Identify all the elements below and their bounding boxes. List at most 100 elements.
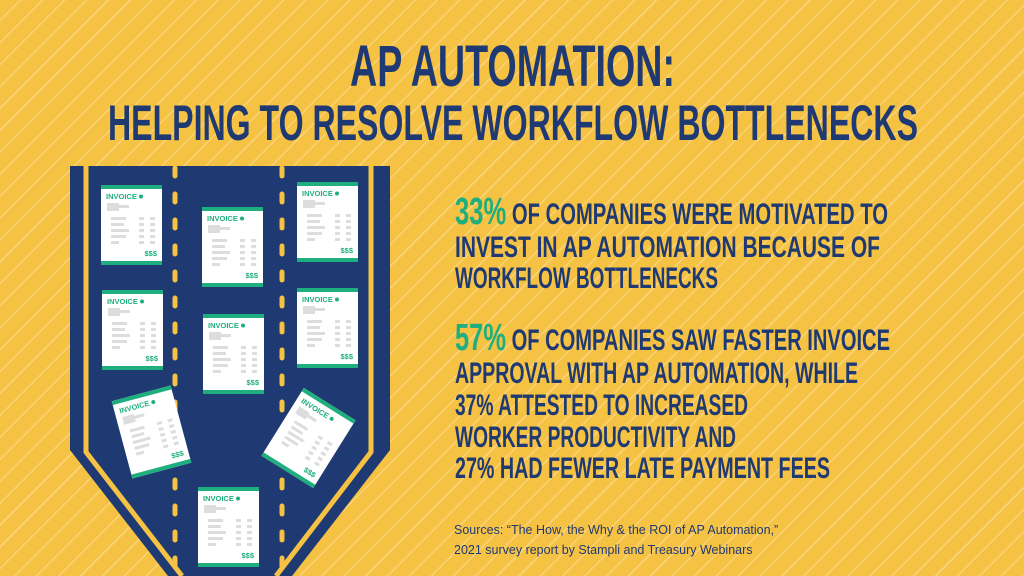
invoice-line (307, 338, 322, 341)
invoice-cell (236, 537, 241, 540)
invoice-line (111, 235, 126, 238)
invoice-line (111, 223, 124, 226)
invoice-line (307, 326, 320, 329)
invoice-line (212, 257, 227, 260)
invoice-logo-placeholder (108, 308, 120, 316)
invoice-line (221, 334, 231, 337)
stat-line: 27% HAD FEWER LATE PAYMENT FEES (455, 452, 830, 485)
invoice-cell (335, 226, 340, 229)
invoice-cell (150, 217, 155, 220)
invoice-cell (346, 220, 351, 223)
invoice-line (208, 519, 223, 522)
invoice-cell (335, 326, 340, 329)
invoice-line (129, 425, 145, 433)
invoice-cell (346, 332, 351, 335)
invoice-line (120, 310, 130, 313)
invoice-logo-placeholder (107, 203, 119, 211)
invoice-cell (170, 429, 177, 434)
invoice-line (134, 443, 150, 450)
stat-motivation: 33% OF COMPANIES WERE MOTIVATED TO INVES… (455, 191, 888, 295)
invoice-cell (139, 241, 144, 244)
invoice-amount: $$$ (144, 249, 157, 258)
invoice-top-band (101, 185, 162, 189)
invoice-logo-placeholder (208, 225, 220, 233)
invoice-line (112, 340, 127, 343)
invoice-cell (158, 426, 164, 432)
invoice-cell (156, 421, 163, 426)
invoice-bottom-band (102, 366, 163, 370)
invoice-top-band (203, 314, 264, 318)
invoice-cell (335, 238, 340, 241)
invoice-cell (320, 451, 327, 457)
invoice-amount: $$$ (241, 551, 254, 560)
invoice-cell (314, 461, 320, 467)
invoice-top-band (111, 385, 172, 406)
invoice-label: INVOICE (302, 189, 333, 198)
invoice-cell (140, 340, 145, 343)
invoice-bottom-band (101, 261, 162, 265)
invoice-cell (139, 223, 144, 226)
invoice-line (213, 370, 221, 373)
invoice-bottom-band (297, 364, 358, 368)
invoice-line (135, 450, 145, 456)
invoice-cell (251, 263, 256, 266)
invoice-cell (241, 364, 246, 367)
invoice-document: INVOICE$$$ (203, 314, 264, 394)
invoice-line (212, 251, 230, 254)
invoice-cell (335, 214, 340, 217)
invoice-bottom-band (297, 258, 358, 262)
road-edge-left (83, 166, 184, 576)
invoice-dot-icon (241, 323, 245, 328)
invoice-cell (251, 251, 256, 254)
invoice-cell (240, 251, 245, 254)
invoice-line (208, 543, 216, 546)
invoice-line (281, 440, 290, 448)
invoice-cell (335, 220, 340, 223)
invoice-cell (304, 455, 311, 461)
stat-line: WORKER PRODUCTIVITY AND (455, 421, 736, 454)
invoice-line (307, 238, 315, 241)
invoice-cell (240, 263, 245, 266)
invoice-dot-icon (139, 194, 143, 199)
invoice-cell (311, 445, 317, 451)
invoice-line (131, 432, 145, 439)
invoice-line (111, 217, 126, 220)
invoice-cell (140, 328, 145, 331)
invoice-bottom-band (261, 452, 316, 489)
invoice-dot-icon (335, 297, 339, 302)
invoice-cell (151, 346, 156, 349)
invoice-line (112, 346, 120, 349)
invoice-document: INVOICE$$$ (111, 385, 192, 479)
invoice-dot-icon (335, 191, 339, 196)
invoice-dot-icon (140, 299, 144, 304)
invoice-line (315, 202, 325, 205)
invoice-cell (236, 525, 241, 528)
invoice-top-band (297, 182, 358, 186)
invoice-cell (241, 370, 246, 373)
title-line-2: HELPING TO RESOLVE WORKFLOW BOTTLENECKS (108, 95, 918, 151)
invoice-cell (140, 322, 145, 325)
invoice-cell (251, 239, 256, 242)
invoice-dot-icon (151, 400, 156, 405)
stat-percent: 33% (455, 191, 506, 233)
invoice-dot-icon (240, 216, 244, 221)
invoice-cell (151, 334, 156, 337)
invoice-line (307, 226, 325, 229)
invoice-label: INVOICE (106, 192, 137, 201)
invoice-line (307, 214, 322, 217)
invoice-cell (251, 245, 256, 248)
invoice-line (293, 420, 309, 431)
invoice-cell (346, 344, 351, 347)
invoice-cell (173, 441, 180, 446)
invoice-cell (251, 257, 256, 260)
invoice-amount: $$$ (245, 271, 258, 280)
invoice-line (111, 241, 119, 244)
road-edge-right (274, 166, 374, 576)
title-line-1: AP AUTOMATION: (350, 34, 675, 99)
invoice-document: INVOICE$$$ (297, 182, 358, 262)
invoice-top-band (198, 487, 259, 491)
stat-line: WORKFLOW BOTTLENECKS (455, 262, 718, 295)
invoice-cell (241, 346, 246, 349)
invoice-cell (241, 352, 246, 355)
invoice-amount: $$$ (246, 378, 259, 387)
